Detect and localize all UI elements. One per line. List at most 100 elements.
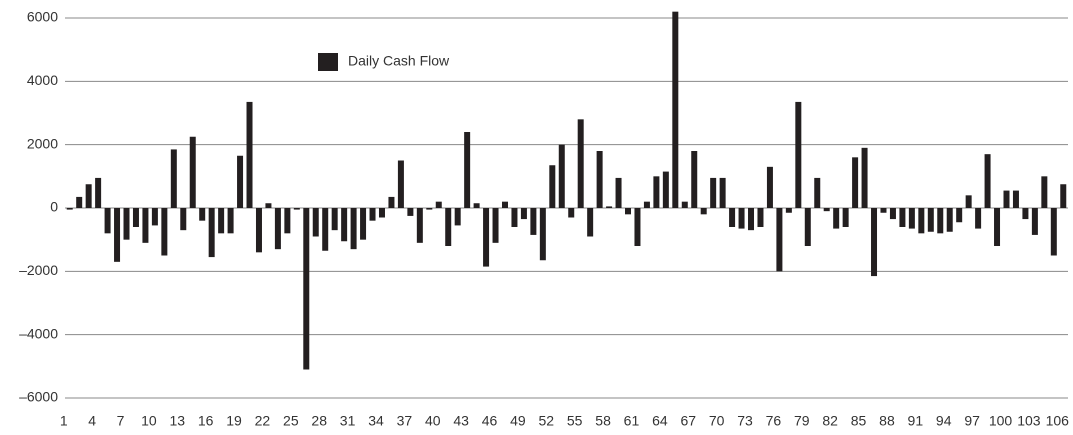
- bar: [558, 144, 565, 208]
- bar: [255, 208, 262, 253]
- x-tick-label: 49: [510, 413, 526, 429]
- bar: [303, 208, 310, 370]
- legend-swatch: [318, 53, 338, 71]
- bar: [189, 136, 196, 208]
- bar: [634, 208, 641, 246]
- bar: [360, 208, 367, 240]
- y-tick-label: –4000: [19, 325, 58, 341]
- bar: [691, 151, 698, 208]
- x-tick-label: 31: [340, 413, 356, 429]
- bar: [804, 208, 811, 246]
- bar: [416, 208, 423, 243]
- bar: [946, 208, 953, 232]
- x-tick-label: 85: [851, 413, 867, 429]
- x-tick-label: 94: [936, 413, 952, 429]
- bar: [1060, 184, 1067, 208]
- x-tick-label: 40: [425, 413, 441, 429]
- bar: [842, 208, 849, 227]
- bar: [672, 11, 679, 208]
- x-tick-label: 55: [567, 413, 583, 429]
- x-tick-label: 64: [652, 413, 668, 429]
- bar: [785, 208, 792, 213]
- x-tick-label: 4: [88, 413, 96, 429]
- x-tick-label: 25: [283, 413, 299, 429]
- x-tick-label: 58: [595, 413, 611, 429]
- bar: [738, 208, 745, 229]
- x-tick-label: 22: [255, 413, 271, 429]
- x-tick-label: 100: [989, 413, 1013, 429]
- x-tick-label: 52: [539, 413, 555, 429]
- bar: [378, 208, 385, 218]
- bar: [85, 184, 92, 208]
- bar: [180, 208, 187, 231]
- x-tick-label: 82: [822, 413, 838, 429]
- bar: [776, 208, 783, 272]
- bar: [814, 177, 821, 208]
- bar: [501, 201, 508, 208]
- x-tick-label: 13: [169, 413, 185, 429]
- bar: [170, 149, 177, 208]
- bar: [227, 208, 234, 234]
- bar: [766, 166, 773, 208]
- y-tick-label: 6000: [27, 9, 58, 25]
- bar: [795, 101, 802, 208]
- x-tick-label: 37: [397, 413, 413, 429]
- bar: [1031, 208, 1038, 235]
- bar: [284, 208, 291, 234]
- bar: [975, 208, 982, 229]
- x-tick-label: 88: [879, 413, 895, 429]
- bar: [132, 208, 139, 227]
- bar: [700, 208, 707, 215]
- bar: [322, 208, 329, 251]
- bar: [492, 208, 499, 243]
- x-tick-label: 97: [964, 413, 980, 429]
- bar: [852, 157, 859, 208]
- y-tick-label: –2000: [19, 262, 58, 278]
- bar: [568, 208, 575, 218]
- bar: [426, 208, 433, 210]
- bar: [369, 208, 376, 221]
- bar: [199, 208, 206, 221]
- bar: [142, 208, 149, 243]
- bar: [246, 101, 253, 208]
- bar: [965, 195, 972, 208]
- bar: [823, 208, 830, 212]
- bar: [757, 208, 764, 227]
- y-tick-label: –6000: [19, 389, 58, 405]
- x-tick-label: 61: [624, 413, 640, 429]
- x-tick-label: 16: [198, 413, 214, 429]
- bar: [483, 208, 490, 267]
- bar: [76, 196, 83, 208]
- bar: [918, 208, 925, 234]
- bar: [161, 208, 168, 256]
- bar: [114, 208, 121, 262]
- bar: [596, 151, 603, 208]
- bar: [208, 208, 215, 258]
- x-tick-label: 73: [737, 413, 753, 429]
- bar: [710, 177, 717, 208]
- bar: [681, 201, 688, 208]
- bar: [397, 160, 404, 208]
- bar: [407, 208, 414, 216]
- x-tick-label: 43: [453, 413, 469, 429]
- bar: [899, 208, 906, 227]
- x-tick-label: 70: [709, 413, 725, 429]
- bar: [454, 208, 461, 226]
- x-tick-label: 46: [482, 413, 498, 429]
- bar: [577, 119, 584, 208]
- bar: [1022, 208, 1029, 220]
- bar: [464, 132, 471, 208]
- x-tick-label: 10: [141, 413, 157, 429]
- x-tick-label: 1: [60, 413, 68, 429]
- y-tick-label: 2000: [27, 135, 58, 151]
- bar: [833, 208, 840, 229]
- bar: [151, 208, 158, 226]
- bar: [994, 208, 1001, 246]
- bar: [350, 208, 357, 250]
- bar: [625, 208, 632, 215]
- bar: [748, 208, 755, 231]
- x-tick-label: 28: [311, 413, 327, 429]
- x-tick-label: 7: [117, 413, 125, 429]
- legend-label: Daily Cash Flow: [348, 53, 450, 69]
